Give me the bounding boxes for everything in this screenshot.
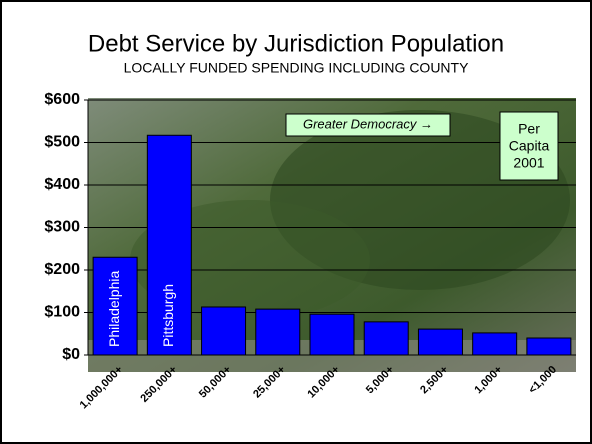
y-tick-label: $300	[44, 219, 80, 236]
y-tick-label: $400	[44, 176, 80, 193]
bar	[255, 308, 301, 356]
y-tick-label: $200	[44, 261, 80, 278]
bar	[417, 328, 463, 356]
note-text: Capita	[509, 138, 550, 154]
y-tick-label: $100	[44, 304, 80, 321]
bar-label: Philadelphia	[106, 271, 122, 347]
annotation: Greater Democracy →	[303, 116, 433, 131]
bar	[526, 337, 572, 356]
note-text: Per	[518, 121, 540, 137]
bar	[201, 306, 247, 356]
bar	[92, 256, 138, 356]
note-box	[499, 111, 559, 181]
bar	[146, 134, 192, 356]
y-tick-label: $600	[44, 91, 80, 108]
chart-title: Debt Service by Jurisdiction Population	[88, 30, 504, 57]
bar-label: Pittsburgh	[160, 284, 176, 347]
chart-subtitle: LOCALLY FUNDED SPENDING INCLUDING COUNTY	[124, 60, 470, 76]
bar	[472, 332, 518, 356]
bar	[309, 313, 355, 356]
annotation-box	[285, 113, 451, 137]
y-tick-label: $500	[44, 134, 80, 151]
note-text: 2001	[513, 155, 544, 171]
bar	[363, 321, 409, 356]
y-tick-label: $0	[62, 346, 80, 363]
